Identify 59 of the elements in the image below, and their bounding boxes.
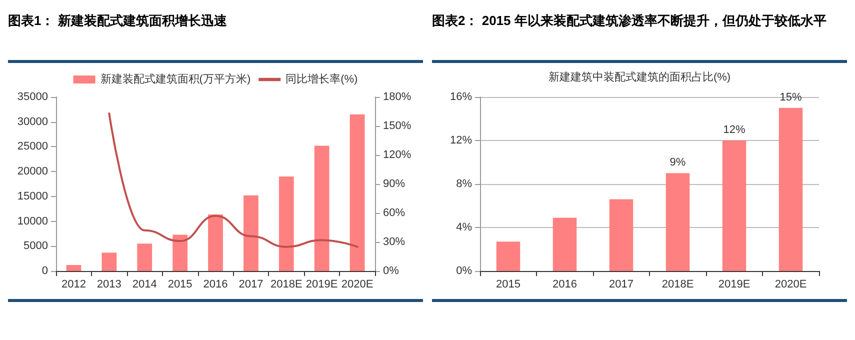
x-tick-label: 2018E: [662, 278, 694, 290]
data-label: 12%: [723, 124, 746, 136]
y2-tick-label: 60%: [383, 207, 406, 219]
bar: [778, 108, 803, 271]
y2-tick-label: 30%: [383, 236, 406, 248]
bar: [609, 199, 634, 271]
chart-subtitle: 新建建筑中装配式建筑的面积占比(%): [548, 70, 731, 84]
y-tick-label: 25000: [17, 140, 48, 153]
y-tick-label: 35000: [17, 91, 48, 103]
x-tick-label: 2020E: [341, 278, 374, 290]
legend-label: 同比增长率(%): [286, 72, 358, 86]
y-tick-label: 8%: [456, 178, 472, 190]
bar: [102, 252, 117, 271]
y2-tick-label: 120%: [383, 149, 412, 161]
y-tick-label: 12%: [450, 134, 472, 146]
bar: [496, 242, 520, 271]
x-tick-label: 2012: [61, 278, 86, 290]
y-tick-label: 30000: [17, 116, 48, 128]
bar: [208, 214, 223, 271]
bar: [552, 218, 577, 271]
bar: [666, 173, 690, 271]
y-tick-label: 15000: [17, 190, 48, 202]
x-tick-label: 2013: [96, 278, 122, 290]
bar: [244, 195, 258, 271]
data-label: 15%: [780, 91, 802, 104]
chart-title: 图表2： 2015 年以来装配式建筑渗透率不断提升，但仍处于较低水平: [432, 12, 828, 30]
bar: [278, 176, 294, 271]
y-tick-label: 0%: [456, 265, 472, 277]
x-tick-label: 2014: [132, 278, 157, 290]
bar: [314, 146, 330, 271]
y2-tick-label: 150%: [383, 120, 412, 132]
y-tick-label: 5000: [24, 240, 48, 252]
bar: [172, 234, 188, 271]
x-tick-label: 2019E: [718, 278, 750, 290]
y-tick-label: 20000: [17, 166, 48, 178]
y2-tick-label: 180%: [383, 91, 412, 103]
x-tick-label: 2015: [168, 278, 192, 290]
bar: [722, 140, 746, 271]
data-label: 9%: [670, 156, 686, 169]
bar: [350, 114, 365, 271]
y2-tick-label: 0%: [383, 265, 400, 277]
y2-tick-label: 90%: [383, 178, 406, 190]
bar: [66, 265, 82, 271]
x-tick-label: 2019E: [306, 278, 338, 290]
y-tick-label: 4%: [456, 222, 472, 234]
x-tick-label: 2018E: [270, 278, 302, 290]
y-tick-label: 0: [42, 265, 48, 277]
x-tick-label: 2016: [552, 278, 577, 290]
chart-title: 图表1： 新建装配式建筑面积增长迅速: [8, 12, 228, 30]
x-tick-label: 2020E: [774, 278, 807, 290]
x-tick-label: 2017: [238, 278, 264, 290]
y-tick-label: 10000: [17, 215, 48, 228]
x-tick-label: 2016: [203, 278, 228, 290]
x-tick-label: 2017: [609, 278, 634, 290]
legend-label: 新建装配式建筑面积(万平方米): [100, 72, 251, 86]
line-series: [108, 112, 358, 248]
y-tick-label: 16%: [450, 91, 472, 103]
x-tick-label: 2015: [496, 278, 520, 290]
bar: [137, 244, 152, 271]
